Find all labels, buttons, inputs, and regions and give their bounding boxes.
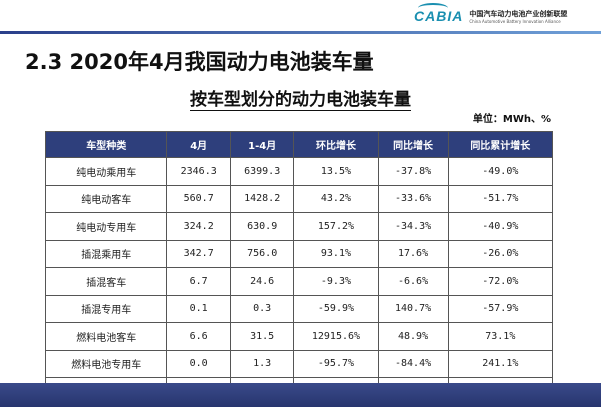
table-cell: -34.3% bbox=[377, 212, 449, 241]
table-cell: -57.9% bbox=[447, 294, 554, 323]
table-cell: 560.7 bbox=[166, 184, 231, 213]
table-cell: -6.6% bbox=[377, 267, 449, 296]
table-row: 燃料电池专用车 0.0 1.3 -95.7% -84.4% 241.1% bbox=[44, 349, 554, 378]
column-header: 1-4月 bbox=[229, 131, 295, 158]
column-header: 环比增长 bbox=[293, 131, 379, 158]
data-table: 车型种类 4月 1-4月 环比增长 同比增长 同比累计增长 纯电动乘用车 2346.3 639… bbox=[44, 131, 554, 406]
table-cell: -26.0% bbox=[447, 239, 554, 268]
table-cell: 纯电动客车 bbox=[44, 184, 168, 213]
table-cell: 93.1% bbox=[293, 239, 379, 268]
table-cell: -33.6% bbox=[377, 184, 449, 213]
table-cell: 324.2 bbox=[166, 212, 231, 241]
table-cell: 48.9% bbox=[377, 322, 449, 351]
table-cell: 0.1 bbox=[166, 294, 231, 323]
table-cell: -95.7% bbox=[293, 349, 379, 378]
table-cell: 24.6 bbox=[229, 267, 295, 296]
table-cell: 燃料电池专用车 bbox=[44, 349, 168, 378]
table-cell: 1.3 bbox=[229, 349, 295, 378]
table-cell: 73.1% bbox=[447, 322, 554, 351]
table-cell: 1428.2 bbox=[229, 184, 295, 213]
table-row: 插混专用车 0.1 0.3 -59.9% 140.7% -57.9% bbox=[44, 294, 554, 323]
table-row: 纯电动专用车 324.2 630.9 157.2% -34.3% -40.9% bbox=[44, 212, 554, 241]
table-cell: 纯电动乘用车 bbox=[44, 157, 168, 186]
table-cell: 纯电动专用车 bbox=[44, 212, 168, 241]
table-row: 插混乘用车 342.7 756.0 93.1% 17.6% -26.0% bbox=[44, 239, 554, 268]
table-title: 按车型划分的动力电池装车量 bbox=[0, 85, 601, 111]
table-cell: -72.0% bbox=[447, 267, 554, 296]
table-cell: 630.9 bbox=[229, 212, 295, 241]
column-header: 同比累计增长 bbox=[447, 131, 554, 158]
bottom-bar bbox=[0, 383, 601, 407]
table-cell: 6.7 bbox=[166, 267, 231, 296]
header-divider bbox=[0, 31, 601, 34]
table-cell: -49.0% bbox=[447, 157, 554, 186]
unit-label: 单位：MWh、% bbox=[472, 114, 551, 125]
table-cell: -51.7% bbox=[447, 184, 554, 213]
table-cell: 0.0 bbox=[166, 349, 231, 378]
table-title-text: 按车型划分的动力电池装车量 bbox=[190, 90, 411, 111]
table-cell: 插混客车 bbox=[44, 267, 168, 296]
table-cell: -9.3% bbox=[293, 267, 379, 296]
table-cell: 燃料电池客车 bbox=[44, 322, 168, 351]
table-cell: 12915.6% bbox=[293, 322, 379, 351]
table-cell: 13.5% bbox=[293, 157, 379, 186]
table-cell: -37.8% bbox=[377, 157, 449, 186]
table-row: 燃料电池客车 6.6 31.5 12915.6% 48.9% 73.1% bbox=[44, 322, 554, 351]
table-cell: 31.5 bbox=[229, 322, 295, 351]
table-cell: 2346.3 bbox=[166, 157, 231, 186]
table-cell: 43.2% bbox=[293, 184, 379, 213]
cabia-logo: CABIA 中国汽车动力电池产业创新联盟 China Automotive Ba… bbox=[414, 3, 568, 24]
table-cell: 140.7% bbox=[377, 294, 449, 323]
table-row: 纯电动客车 560.7 1428.2 43.2% -33.6% -51.7% bbox=[44, 184, 554, 213]
table-cell: 157.2% bbox=[293, 212, 379, 241]
table-cell: 插混专用车 bbox=[44, 294, 168, 323]
slide-title: 2.3 2020年4月我国动力电池装车量 bbox=[25, 50, 374, 74]
logo-mark: CABIA bbox=[414, 3, 464, 24]
logo-en: China Automotive Battery Innovation Alli… bbox=[469, 18, 561, 24]
table-cell: 插混乘用车 bbox=[44, 239, 168, 268]
table-cell: 342.7 bbox=[166, 239, 231, 268]
table-row: 插混客车 6.7 24.6 -9.3% -6.6% -72.0% bbox=[44, 267, 554, 296]
table-row: 纯电动乘用车 2346.3 6399.3 13.5% -37.8% -49.0% bbox=[44, 157, 554, 186]
table-cell: 6.6 bbox=[166, 322, 231, 351]
column-header: 4月 bbox=[166, 131, 231, 158]
table-cell: 241.1% bbox=[447, 349, 554, 378]
table-cell: 756.0 bbox=[229, 239, 295, 268]
table-cell: 6399.3 bbox=[229, 157, 295, 186]
table-cell: -84.4% bbox=[377, 349, 449, 378]
column-header: 同比增长 bbox=[377, 131, 449, 158]
table-cell: -40.9% bbox=[447, 212, 554, 241]
table-cell: -59.9% bbox=[293, 294, 379, 323]
column-header: 车型种类 bbox=[44, 131, 168, 158]
table-cell: 0.3 bbox=[229, 294, 295, 323]
table-cell: 17.6% bbox=[377, 239, 449, 268]
logo-cn: 中国汽车动力电池产业创新联盟 bbox=[469, 9, 568, 18]
header-row: 车型种类 4月 1-4月 环比增长 同比增长 同比累计增长 bbox=[44, 131, 554, 158]
